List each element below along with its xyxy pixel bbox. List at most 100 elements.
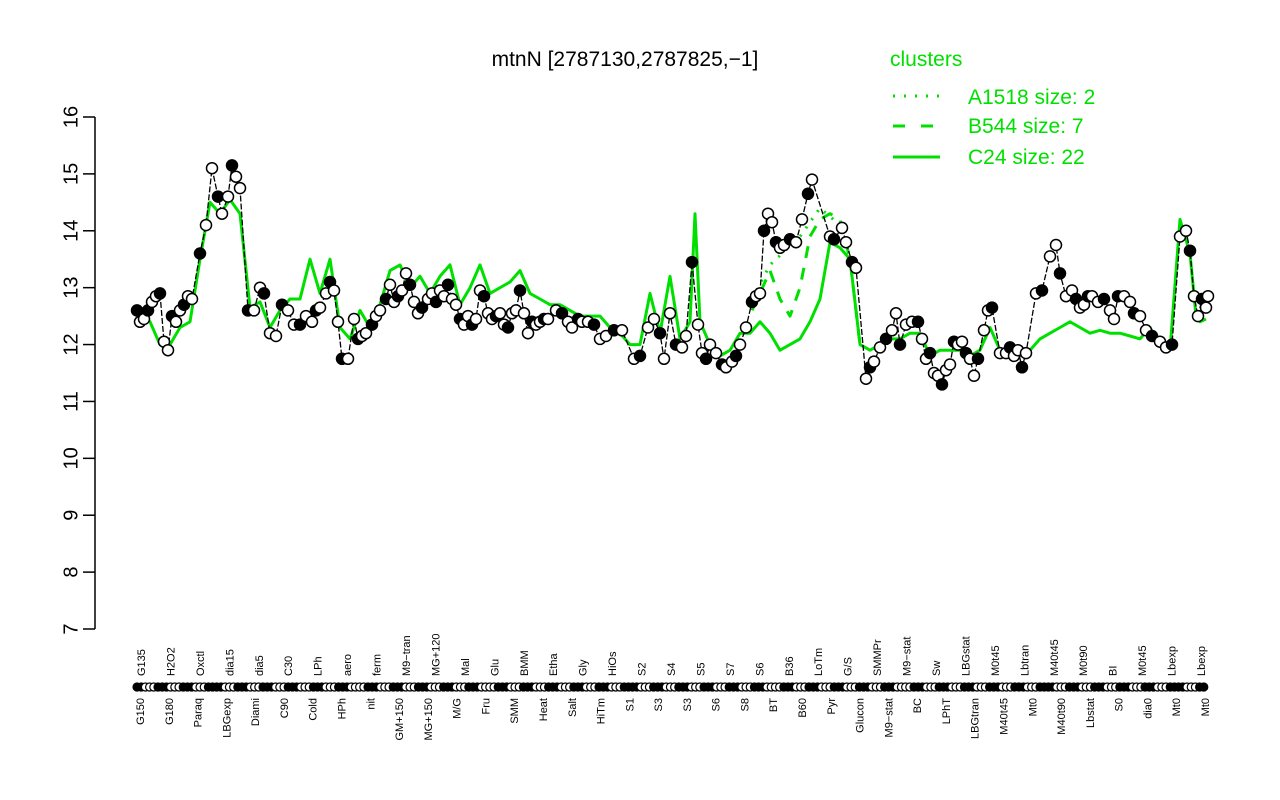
- data-point: [199, 218, 213, 232]
- chart-title: mtnN [2787130,2787825,−1]: [492, 48, 759, 71]
- x-label-bottom: Salt: [567, 698, 579, 717]
- x-label-top: M0t45: [1137, 645, 1149, 676]
- data-point: [469, 312, 483, 326]
- data-point: [739, 321, 753, 334]
- data-point: [403, 278, 417, 292]
- data-point: [305, 315, 319, 329]
- x-label-bottom: Fru: [480, 698, 492, 715]
- data-point: [153, 287, 167, 300]
- x-axis: G135 H2O2 Oxctl dia15 dia5 C30 LPh aero ferm M9−t…: [132, 634, 1212, 741]
- data-point: [653, 326, 667, 340]
- x-label-bottom: M40t90: [1056, 698, 1068, 735]
- data-point: [257, 287, 271, 300]
- x-label-bottom: LBGtran: [970, 698, 982, 739]
- x-label-top: BMM: [519, 650, 531, 676]
- data-point: [885, 324, 899, 337]
- data-point: [1133, 309, 1147, 323]
- x-label-top: aero: [342, 654, 354, 676]
- x-label-bottom: nit: [365, 698, 377, 710]
- x-label-bottom: S3: [653, 698, 665, 711]
- data-point: [1035, 284, 1049, 297]
- data-point: [1049, 238, 1063, 252]
- data-point: [935, 378, 949, 391]
- y-tick-label: 9: [60, 510, 82, 521]
- data-point: [193, 247, 207, 260]
- x-label-top: M9−stat: [902, 637, 914, 676]
- y-tick-label: 10: [60, 447, 82, 469]
- expression-polyline: [136, 165, 1209, 387]
- x-label-bottom: BT: [768, 698, 780, 712]
- x-label-top: H2O2: [165, 647, 177, 676]
- data-point: [415, 301, 429, 314]
- data-point: [517, 307, 531, 320]
- data-point: [709, 346, 723, 360]
- data-point: [893, 338, 907, 351]
- y-tick-label: 11: [60, 391, 82, 412]
- data-point: [977, 324, 991, 337]
- x-label-bottom: LBGexp: [221, 698, 233, 738]
- data-point: [185, 292, 199, 306]
- data-point: [801, 187, 815, 201]
- data-point: [221, 190, 235, 203]
- data-point: [373, 304, 387, 317]
- data-point: [565, 321, 579, 334]
- x-label-top: Lbtran: [1019, 645, 1031, 676]
- data-point: [795, 213, 809, 226]
- data-point: [1123, 295, 1137, 309]
- x-label-bottom: Heat: [538, 698, 550, 721]
- data-point: [827, 233, 841, 246]
- data-point: [663, 307, 677, 320]
- x-label-top: LPh: [313, 656, 325, 676]
- y-tick-label: 7: [60, 623, 82, 634]
- x-label-bottom: S6: [711, 698, 723, 711]
- x-label-top: M0t90: [1078, 645, 1090, 676]
- data-point: [247, 304, 261, 317]
- data-point: [281, 304, 295, 317]
- x-label-top: BI: [1108, 666, 1120, 676]
- data-point: [449, 298, 463, 311]
- data-point: [1097, 292, 1111, 306]
- x-label-top: Sw: [931, 661, 943, 676]
- x-label-bottom: S8: [740, 698, 752, 711]
- x-label-top: dia15: [224, 649, 236, 676]
- data-point: [521, 326, 535, 340]
- x-label-top: S2: [637, 663, 649, 676]
- x-label-bottom: M/G: [452, 698, 464, 719]
- data-point: [685, 255, 699, 269]
- x-label-bottom: S3: [682, 698, 694, 711]
- data-point: [647, 312, 661, 326]
- data-point: [341, 352, 355, 366]
- data-point: [1015, 361, 1029, 374]
- data-point: [911, 315, 925, 329]
- expression-line: [130, 159, 1215, 391]
- legend-title: clusters: [890, 48, 962, 71]
- x-label-bottom: S1: [624, 698, 636, 711]
- data-point: [1043, 250, 1057, 263]
- data-point: [641, 321, 655, 334]
- x-label-top: M9−tran: [401, 635, 413, 676]
- data-point: [729, 349, 743, 363]
- data-point: [169, 315, 183, 329]
- data-point: [1107, 312, 1121, 326]
- x-label-top: dia5: [254, 655, 266, 676]
- data-point: [541, 312, 555, 326]
- data-point: [805, 173, 819, 186]
- data-point: [873, 341, 887, 354]
- data-point: [1165, 338, 1179, 351]
- data-point: [675, 341, 689, 354]
- data-point: [967, 369, 981, 383]
- x-label-top: G135: [136, 649, 148, 676]
- data-point: [879, 332, 893, 346]
- y-tick-label: 15: [60, 163, 82, 185]
- x-label-top: Etha: [548, 652, 560, 676]
- x-label-bottom: HPh: [337, 698, 349, 719]
- x-label-bottom: LPhT: [941, 698, 953, 725]
- data-point: [985, 301, 999, 314]
- y-tick-label: 13: [60, 277, 82, 299]
- y-axis: 7 8 9 10 11 12 13 14 15 16: [60, 106, 96, 635]
- y-tick-label: 8: [60, 567, 82, 578]
- data-point: [679, 329, 693, 343]
- data-point: [501, 321, 515, 334]
- x-label-bottom: dia0: [1142, 698, 1154, 719]
